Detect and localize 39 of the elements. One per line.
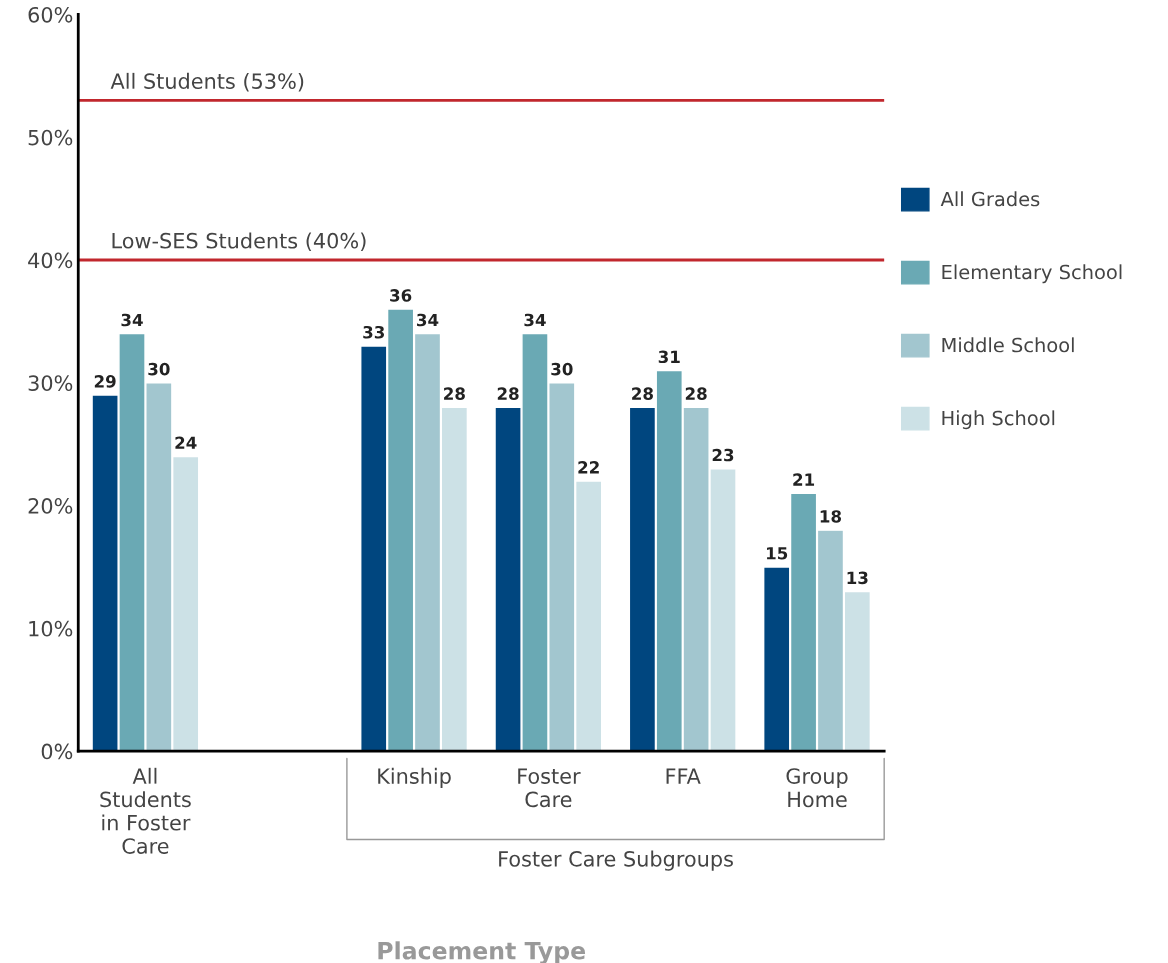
legend-label: Elementary School bbox=[942, 264, 1122, 284]
data-label: 30 bbox=[148, 362, 170, 376]
legend-label: Middle School bbox=[942, 337, 1074, 353]
data-label: 13 bbox=[847, 571, 868, 585]
data-label: 34 bbox=[417, 313, 439, 327]
data-label: 28 bbox=[444, 387, 465, 400]
data-label: 28 bbox=[497, 387, 519, 400]
y-tick-label: 0% bbox=[41, 743, 73, 760]
data-label: 22 bbox=[578, 461, 599, 474]
x-tick-label: FFA bbox=[666, 768, 701, 784]
y-tick-label: 40% bbox=[28, 252, 73, 269]
y-tick-label: 30% bbox=[28, 375, 73, 391]
data-label: 15 bbox=[767, 547, 788, 560]
y-tick-label: 60% bbox=[28, 6, 73, 23]
data-label: 31 bbox=[658, 350, 680, 364]
y-tick-label: 10% bbox=[29, 620, 73, 637]
data-label: 23 bbox=[712, 448, 734, 462]
x-tick-label: Foster Care bbox=[518, 768, 581, 808]
data-label: 30 bbox=[551, 362, 573, 376]
data-label: 29 bbox=[94, 375, 116, 388]
data-label: 33 bbox=[363, 325, 385, 339]
x-tick-label: All Students in Foster Care bbox=[100, 767, 191, 854]
legend-label: All Grades bbox=[940, 191, 1040, 207]
x-tick-label: Kinship bbox=[378, 767, 451, 788]
data-label: 18 bbox=[820, 510, 842, 523]
text: Foster Care Subgroups bbox=[499, 850, 733, 871]
data-label: 36 bbox=[390, 289, 412, 302]
data-label: 24 bbox=[175, 436, 197, 449]
data-label: 28 bbox=[632, 387, 653, 400]
data-label: 34 bbox=[121, 313, 143, 327]
y-tick-label: 50% bbox=[28, 129, 73, 146]
ref-line-label: Low-SES Students (40%) bbox=[112, 232, 366, 252]
data-label: 21 bbox=[793, 473, 815, 486]
x-tick-label: Group Home bbox=[786, 768, 848, 808]
ref-line-label: All Students (53%) bbox=[110, 72, 304, 92]
data-label: 28 bbox=[685, 387, 707, 400]
data-label: 34 bbox=[524, 313, 546, 327]
y-tick-label: 20% bbox=[28, 498, 73, 514]
legend-label: High School bbox=[942, 410, 1055, 430]
